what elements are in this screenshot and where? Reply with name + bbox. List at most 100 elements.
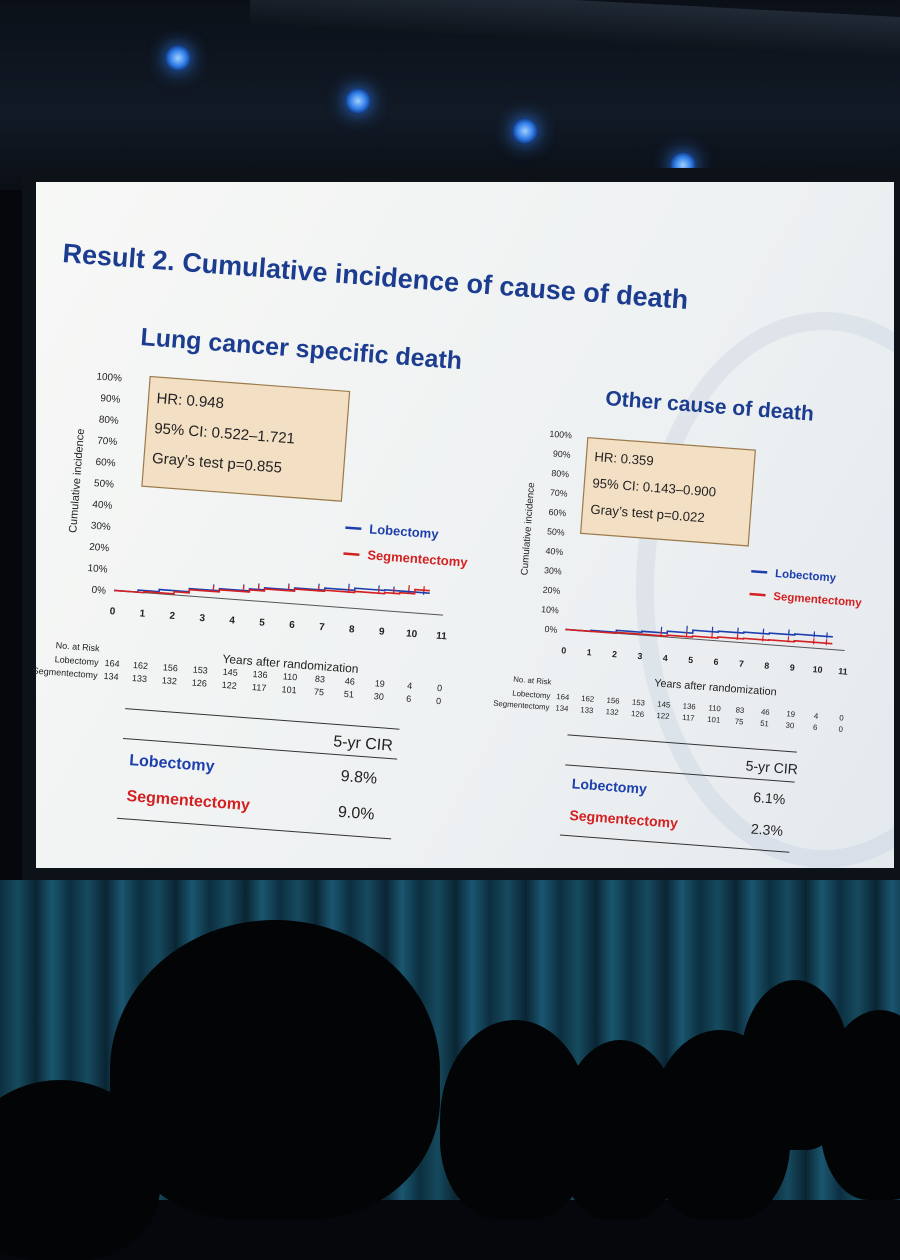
risk-cell: 46 — [761, 707, 770, 717]
risk-cell: 117 — [252, 682, 267, 693]
risk-cell: 101 — [707, 715, 721, 725]
risk-cell: 51 — [344, 689, 355, 700]
risk-cell: 0 — [437, 683, 443, 693]
legend-label: Segmentectomy — [367, 547, 469, 570]
risk-row-label: Segmentectomy — [32, 666, 98, 681]
risk-cell: 162 — [581, 694, 595, 704]
risk-cell: 0 — [838, 725, 844, 734]
cir-header: 5-yr CIR — [333, 733, 394, 754]
x-axis-label: Years after randomization — [654, 677, 777, 698]
audience-head — [110, 920, 440, 1220]
risk-cell: 156 — [163, 662, 179, 673]
cir-rule-top — [567, 735, 796, 752]
x-tick-label: 8 — [764, 660, 770, 670]
chart-title: Lung cancer specific death — [140, 323, 464, 375]
risk-cell: 75 — [734, 717, 744, 727]
y-tick-label: 70% — [97, 436, 118, 448]
risk-cell: 19 — [374, 678, 385, 689]
y-tick-label: 30% — [544, 565, 562, 576]
x-tick-label: 5 — [688, 655, 694, 665]
y-tick-label: 90% — [553, 449, 571, 460]
x-tick-label: 4 — [663, 653, 669, 663]
y-tick-label: 10% — [87, 563, 108, 575]
cir-row-label: Lobectomy — [571, 775, 647, 797]
risk-cell: 122 — [656, 711, 670, 721]
x-tick-label: 7 — [319, 622, 326, 633]
x-tick-label: 8 — [349, 624, 356, 635]
risk-cell: 30 — [373, 691, 384, 702]
y-tick-label: 20% — [542, 585, 560, 596]
risk-cell: 101 — [281, 684, 297, 695]
x-tick-label: 5 — [259, 617, 266, 628]
y-tick-label: 50% — [547, 526, 565, 537]
x-tick-label: 11 — [436, 631, 448, 643]
cir-row-value: 9.8% — [340, 768, 378, 788]
legend-swatch — [751, 571, 767, 572]
risk-cell: 164 — [556, 692, 570, 702]
legend-label: Lobectomy — [775, 568, 837, 585]
risk-cell: 133 — [580, 705, 594, 715]
risk-cell: 126 — [191, 678, 207, 689]
x-tick-label: 10 — [406, 628, 418, 640]
legend-swatch — [345, 528, 361, 529]
legend-swatch — [343, 553, 359, 554]
x-tick-label: 10 — [812, 664, 823, 675]
risk-cell: 110 — [283, 671, 298, 682]
risk-row-label: Lobectomy — [512, 689, 551, 701]
cir-row-value: 9.0% — [337, 804, 375, 824]
risk-row-label: Segmentectomy — [493, 699, 550, 712]
risk-cell: 136 — [252, 669, 268, 680]
y-tick-label: 50% — [94, 478, 115, 490]
risk-cell: 122 — [221, 680, 237, 691]
cir-rule-top — [125, 709, 399, 730]
cir-row-label: Segmentectomy — [126, 788, 251, 814]
x-tick-label: 2 — [612, 649, 618, 659]
legend-label: Lobectomy — [369, 521, 440, 541]
risk-cell: 132 — [605, 707, 619, 717]
x-tick-label: 1 — [586, 647, 592, 657]
risk-table-header: No. at Risk — [55, 640, 100, 653]
risk-cell: 4 — [407, 681, 413, 691]
risk-cell: 6 — [406, 694, 412, 704]
y-tick-label: 60% — [95, 457, 116, 469]
risk-cell: 51 — [760, 719, 769, 729]
risk-cell: 153 — [192, 665, 208, 676]
y-tick-label: 0% — [91, 585, 106, 597]
y-tick-label: 100% — [549, 429, 572, 441]
risk-cell: 83 — [315, 674, 326, 685]
cir-rule-bottom — [560, 835, 789, 852]
y-tick-label: 40% — [92, 499, 113, 511]
x-tick-label: 0 — [561, 645, 567, 655]
risk-cell: 156 — [606, 696, 620, 706]
x-tick-label: 3 — [199, 613, 206, 624]
x-tick-label: 4 — [229, 615, 236, 626]
y-axis-label: Cumulative incidence — [519, 482, 537, 576]
risk-cell: 0 — [839, 713, 845, 722]
risk-cell: 6 — [813, 723, 818, 732]
risk-cell: 134 — [103, 671, 119, 682]
x-tick-label: 11 — [838, 666, 848, 677]
risk-cell: 117 — [682, 713, 695, 723]
risk-cell: 145 — [657, 700, 671, 710]
risk-cell: 164 — [104, 658, 120, 669]
series-line-segmentectomy — [565, 624, 832, 650]
risk-cell: 126 — [631, 709, 645, 719]
risk-cell: 83 — [735, 705, 744, 715]
y-tick-label: 0% — [544, 624, 558, 635]
cir-row-value: 2.3% — [750, 821, 784, 839]
y-tick-label: 20% — [89, 542, 110, 554]
series-line-lobectomy — [114, 570, 430, 614]
legend-swatch — [750, 594, 766, 595]
y-tick-label: 70% — [550, 487, 568, 498]
y-tick-label: 30% — [90, 521, 111, 533]
x-tick-label: 1 — [139, 608, 146, 619]
legend-label: Segmentectomy — [773, 591, 863, 610]
cir-row-label: Segmentectomy — [569, 807, 679, 831]
x-tick-label: 6 — [289, 620, 296, 631]
risk-cell: 162 — [133, 660, 149, 671]
cir-header: 5-yr CIR — [745, 757, 798, 777]
